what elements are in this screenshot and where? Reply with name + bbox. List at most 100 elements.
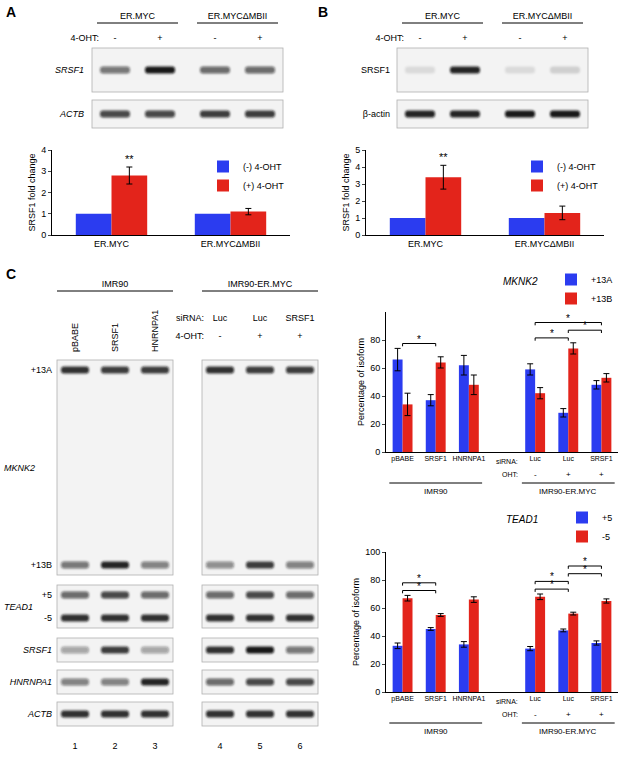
svg-text:HNRNPA1: HNRNPA1 bbox=[10, 677, 52, 687]
svg-text:-: - bbox=[419, 33, 422, 43]
svg-text:+: + bbox=[599, 470, 604, 479]
svg-text:4: 4 bbox=[217, 741, 222, 751]
svg-text:2: 2 bbox=[41, 188, 46, 198]
svg-text:(+) 4-OHT: (+) 4-OHT bbox=[243, 181, 284, 191]
svg-text:-5: -5 bbox=[602, 532, 610, 542]
svg-text:*: * bbox=[417, 581, 421, 592]
svg-text:60: 60 bbox=[370, 363, 380, 373]
svg-text:2: 2 bbox=[112, 741, 117, 751]
svg-text:-: - bbox=[214, 33, 217, 43]
svg-text:+: + bbox=[257, 331, 262, 341]
svg-text:IMR90-ER.MYC: IMR90-ER.MYC bbox=[228, 279, 293, 289]
svg-text:2: 2 bbox=[355, 196, 360, 206]
svg-text:+13A: +13A bbox=[591, 275, 612, 285]
svg-text:SRSF1 fold change: SRSF1 fold change bbox=[27, 153, 37, 231]
svg-text:siRNA:: siRNA: bbox=[496, 698, 518, 705]
svg-text:IMR90-ER.MYC: IMR90-ER.MYC bbox=[539, 727, 597, 736]
svg-text:A: A bbox=[6, 4, 16, 20]
svg-text:+: + bbox=[257, 33, 262, 43]
svg-text:Luc: Luc bbox=[563, 455, 575, 462]
svg-text:SRSF1: SRSF1 bbox=[361, 65, 390, 75]
svg-text:TEAD1: TEAD1 bbox=[4, 602, 33, 612]
svg-text:6: 6 bbox=[297, 741, 302, 751]
svg-text:SRSF1: SRSF1 bbox=[424, 455, 447, 462]
svg-text:MKNK2: MKNK2 bbox=[503, 276, 538, 287]
svg-text:ER.MYCΔMBII: ER.MYCΔMBII bbox=[515, 239, 575, 249]
svg-text:*: * bbox=[417, 334, 421, 345]
svg-text:OHT:: OHT: bbox=[502, 711, 518, 718]
svg-text:4: 4 bbox=[41, 145, 46, 155]
svg-text:3: 3 bbox=[41, 166, 46, 176]
svg-text:SRSF1 fold change: SRSF1 fold change bbox=[341, 153, 351, 231]
svg-text:IMR90-ER.MYC: IMR90-ER.MYC bbox=[539, 487, 597, 496]
svg-text:1: 1 bbox=[72, 741, 77, 751]
svg-text:3: 3 bbox=[355, 179, 360, 189]
svg-text:siRNA:: siRNA: bbox=[176, 313, 204, 323]
svg-text:60: 60 bbox=[370, 603, 380, 613]
svg-text:SRSF1: SRSF1 bbox=[590, 695, 613, 702]
svg-text:ER.MYC: ER.MYC bbox=[94, 239, 130, 249]
svg-text:(-) 4-OHT: (-) 4-OHT bbox=[557, 162, 596, 172]
svg-text:-: - bbox=[219, 331, 222, 341]
svg-text:*: * bbox=[417, 573, 421, 584]
svg-text:5: 5 bbox=[355, 145, 360, 155]
svg-text:*: * bbox=[566, 313, 570, 324]
svg-text:SRSF1: SRSF1 bbox=[110, 323, 120, 352]
svg-text:-: - bbox=[114, 33, 117, 43]
svg-text:(-) 4-OHT: (-) 4-OHT bbox=[243, 162, 282, 172]
svg-text:0: 0 bbox=[375, 447, 380, 457]
svg-text:HNRNPA1: HNRNPA1 bbox=[452, 455, 485, 462]
svg-text:SRSF1: SRSF1 bbox=[55, 65, 84, 75]
svg-text:pBABE: pBABE bbox=[391, 695, 414, 703]
svg-text:+13B: +13B bbox=[591, 294, 612, 304]
svg-text:IMR90: IMR90 bbox=[424, 487, 448, 496]
svg-text:+: + bbox=[157, 33, 162, 43]
svg-text:**: ** bbox=[125, 153, 134, 165]
svg-text:+: + bbox=[599, 710, 604, 719]
svg-text:+13B: +13B bbox=[31, 560, 52, 570]
svg-text:HNRNPA1: HNRNPA1 bbox=[452, 695, 485, 702]
svg-text:SRSF1: SRSF1 bbox=[590, 455, 613, 462]
svg-text:3: 3 bbox=[152, 741, 157, 751]
svg-text:pBABE: pBABE bbox=[391, 455, 414, 463]
svg-text:+5: +5 bbox=[42, 590, 52, 600]
svg-text:*: * bbox=[583, 564, 587, 575]
svg-text:*: * bbox=[550, 579, 554, 590]
svg-text:pBABE: pBABE bbox=[70, 323, 80, 352]
svg-text:Luc: Luc bbox=[529, 455, 541, 462]
svg-text:0: 0 bbox=[355, 230, 360, 240]
svg-text:ER.MYCΔMBII: ER.MYCΔMBII bbox=[208, 11, 268, 21]
svg-text:ER.MYCΔMBII: ER.MYCΔMBII bbox=[201, 239, 261, 249]
svg-text:SRSF1: SRSF1 bbox=[424, 695, 447, 702]
svg-text:IMR90: IMR90 bbox=[424, 727, 448, 736]
svg-text:C: C bbox=[6, 266, 16, 282]
svg-text:+: + bbox=[562, 33, 567, 43]
svg-text:+: + bbox=[566, 710, 571, 719]
svg-text:IMR90: IMR90 bbox=[102, 279, 129, 289]
svg-text:*: * bbox=[550, 328, 554, 339]
svg-text:ER.MYC: ER.MYC bbox=[120, 11, 156, 21]
svg-text:4-OHT:: 4-OHT: bbox=[375, 33, 404, 43]
svg-text:**: ** bbox=[439, 151, 448, 163]
svg-text:+: + bbox=[297, 331, 302, 341]
svg-text:SRSF1: SRSF1 bbox=[285, 313, 314, 323]
svg-text:*: * bbox=[550, 571, 554, 582]
svg-text:20: 20 bbox=[370, 659, 380, 669]
svg-text:5: 5 bbox=[257, 741, 262, 751]
svg-text:TEAD1: TEAD1 bbox=[506, 514, 538, 525]
svg-text:+13A: +13A bbox=[31, 365, 52, 375]
svg-text:*: * bbox=[583, 556, 587, 567]
svg-text:Percentage of isoform: Percentage of isoform bbox=[351, 578, 361, 666]
svg-text:Luc: Luc bbox=[529, 695, 541, 702]
svg-text:ER.MYC: ER.MYC bbox=[408, 239, 444, 249]
svg-text:β-actin: β-actin bbox=[363, 109, 390, 119]
svg-text:4-OHT:: 4-OHT: bbox=[70, 33, 99, 43]
svg-text:Percentage of isoform: Percentage of isoform bbox=[356, 338, 366, 426]
svg-text:+: + bbox=[462, 33, 467, 43]
svg-text:4-OHT:: 4-OHT: bbox=[175, 331, 204, 341]
svg-text:0: 0 bbox=[41, 230, 46, 240]
svg-text:Luc: Luc bbox=[213, 313, 228, 323]
svg-text:Luc: Luc bbox=[563, 695, 575, 702]
svg-text:1: 1 bbox=[41, 209, 46, 219]
svg-text:ACTB: ACTB bbox=[27, 709, 52, 719]
